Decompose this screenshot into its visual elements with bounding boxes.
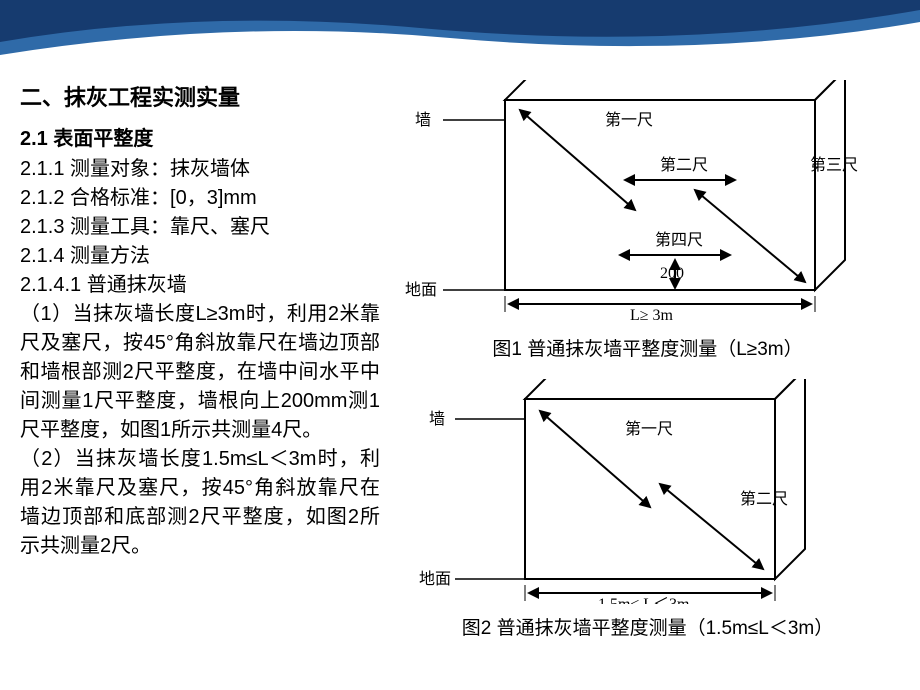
svg-text:200: 200 [660,265,684,282]
subsection-heading: 2.1 表面平整度 [20,122,380,151]
figure-1-caption: 图1 普通抹灰墙平整度测量（L≥3m） [395,334,900,361]
text-column: 二、抹灰工程实测实量 2.1 表面平整度 2.1.1 测量对象：抹灰墙体 2.1… [20,80,380,640]
svg-text:第一尺: 第一尺 [625,420,673,438]
svg-text:墙: 墙 [415,111,431,129]
figure-1: 墙地面 第一尺第三尺 第二尺第四尺 200 L≥ 3m 图1 普通抹灰墙平整度测量（L≥… [395,80,900,361]
svg-text:第三尺: 第三尺 [810,156,858,174]
figure-column: 墙地面第一尺第三尺第二尺第四尺200L≥ 3m 图1 普通抹灰墙平整度测量（L≥… [395,80,900,640]
svg-text:地面: 地面 [419,570,451,588]
svg-text:地面: 地面 [405,281,437,299]
text-line: 2.1.4 测量方法 [20,242,380,271]
content-area: 二、抹灰工程实测实量 2.1 表面平整度 2.1.1 测量对象：抹灰墙体 2.1… [20,80,900,640]
paragraph-1: （1）当抹灰墙长度L≥3m时，利用2米靠尺及塞尺，按45°角斜放靠尺在墙边顶部和… [20,300,380,445]
figure-1-svg: 墙地面 第一尺第三尺 第二尺第四尺 200 L≥ 3m [395,80,900,325]
section-heading: 二、抹灰工程实测实量 [20,80,380,112]
text-line: 2.1.4.1 普通抹灰墙 [20,271,380,300]
text-line: 2.1.2 合格标准：[0，3]mm [20,184,380,213]
svg-text:L≥ 3m: L≥ 3m [630,307,674,324]
svg-text:第二尺: 第二尺 [660,156,708,174]
svg-text:第二尺: 第二尺 [740,490,788,508]
svg-text:第四尺: 第四尺 [655,231,703,249]
text-line: 2.1.1 测量对象：抹灰墙体 [20,155,380,184]
figure-2-caption: 图2 普通抹灰墙平整度测量（1.5m≤L＜3m） [395,613,900,640]
svg-text:第一尺: 第一尺 [605,111,653,129]
svg-text:1.5m≤ L＜3m: 1.5m≤ L＜3m [598,596,690,604]
svg-text:墙: 墙 [429,410,445,428]
paragraph-2: （2）当抹灰墙长度1.5m≤L＜3m时，利用2米靠尺及塞尺，按45°角斜放靠尺在… [20,445,380,561]
figure-2: 墙地面 第一尺第二尺 1.5m≤ L＜3m 图2 普通抹灰墙平整度测量（1.5m≤L… [395,379,900,640]
text-line: 2.1.3 测量工具：靠尺、塞尺 [20,213,380,242]
top-banner [0,0,920,75]
figure-2-svg: 墙地面 第一尺第二尺 1.5m≤ L＜3m [395,379,900,604]
